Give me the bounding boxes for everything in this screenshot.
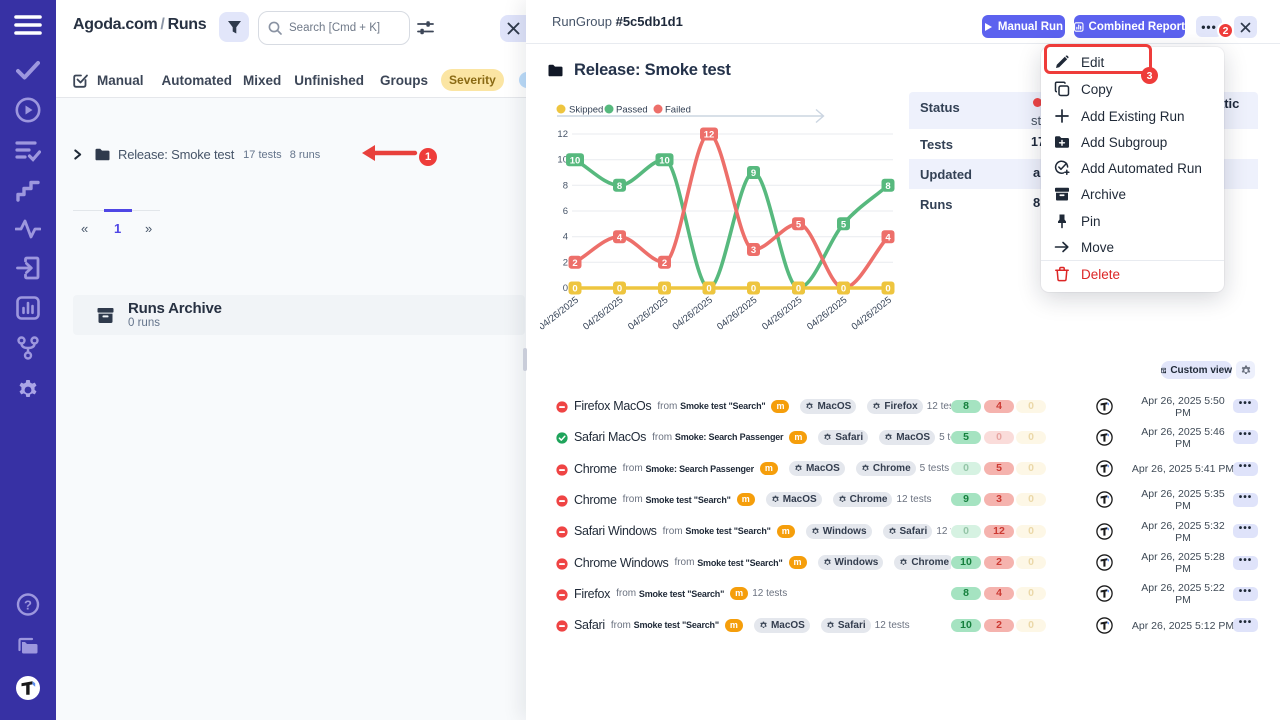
svg-text:0: 0	[617, 284, 622, 295]
svg-text:5: 5	[841, 219, 847, 230]
svg-text:12: 12	[704, 130, 715, 141]
svg-text:0: 0	[706, 284, 711, 295]
svg-text:04/26/2025: 04/26/2025	[760, 295, 804, 333]
svg-text:0: 0	[751, 284, 756, 295]
svg-text:4: 4	[617, 232, 623, 243]
svg-text:04/26/2025: 04/26/2025	[850, 295, 894, 333]
svg-text:04/26/2025: 04/26/2025	[671, 295, 715, 333]
svg-text:4: 4	[563, 232, 568, 243]
svg-text:0: 0	[572, 284, 577, 295]
svg-text:04/26/2025: 04/26/2025	[540, 295, 581, 333]
svg-text:04/26/2025: 04/26/2025	[626, 295, 670, 333]
svg-text:10: 10	[570, 155, 581, 166]
svg-text:?: ?	[24, 597, 32, 612]
svg-text:2: 2	[662, 258, 667, 269]
svg-text:6: 6	[563, 206, 568, 217]
svg-text:2: 2	[572, 258, 577, 269]
svg-text:10: 10	[557, 155, 568, 166]
svg-text:4: 4	[885, 232, 891, 243]
svg-text:0: 0	[563, 283, 568, 294]
svg-text:5: 5	[796, 219, 802, 230]
svg-text:Passed: Passed	[616, 105, 648, 116]
svg-text:04/26/2025: 04/26/2025	[715, 295, 759, 333]
svg-text:12: 12	[557, 129, 568, 140]
svg-text:0: 0	[662, 284, 667, 295]
svg-text:8: 8	[617, 181, 622, 192]
svg-text:0: 0	[885, 284, 890, 295]
svg-text:0: 0	[796, 284, 801, 295]
svg-text:04/26/2025: 04/26/2025	[805, 295, 849, 333]
svg-text:04/26/2025: 04/26/2025	[581, 295, 625, 333]
svg-text:10: 10	[659, 155, 670, 166]
svg-text:2: 2	[563, 257, 568, 268]
svg-text:0: 0	[841, 284, 846, 295]
svg-text:9: 9	[751, 168, 756, 179]
svg-text:3: 3	[751, 245, 756, 256]
svg-text:Skipped: Skipped	[569, 105, 603, 116]
svg-text:8: 8	[563, 180, 568, 191]
svg-text:Failed: Failed	[665, 105, 691, 116]
svg-text:8: 8	[885, 181, 890, 192]
